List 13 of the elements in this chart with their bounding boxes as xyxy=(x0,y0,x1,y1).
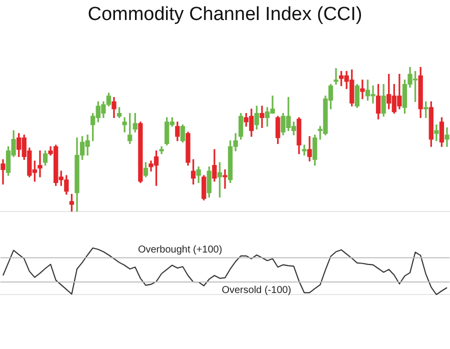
candlestick xyxy=(38,150,42,178)
candlestick xyxy=(444,127,450,147)
candlestick xyxy=(334,68,338,85)
ref-line-label: Oversold (-100) xyxy=(222,284,292,296)
candlestick xyxy=(260,106,264,128)
candlestick xyxy=(159,146,164,154)
candlestick xyxy=(222,169,228,189)
chart-title: Commodity Channel Index (CCI) xyxy=(86,3,364,27)
candlestick xyxy=(122,117,127,132)
ref-line-label: Overbought (+100) xyxy=(138,244,222,256)
candlestick xyxy=(0,159,6,184)
candlestick xyxy=(434,124,439,142)
candlestick xyxy=(360,80,365,100)
